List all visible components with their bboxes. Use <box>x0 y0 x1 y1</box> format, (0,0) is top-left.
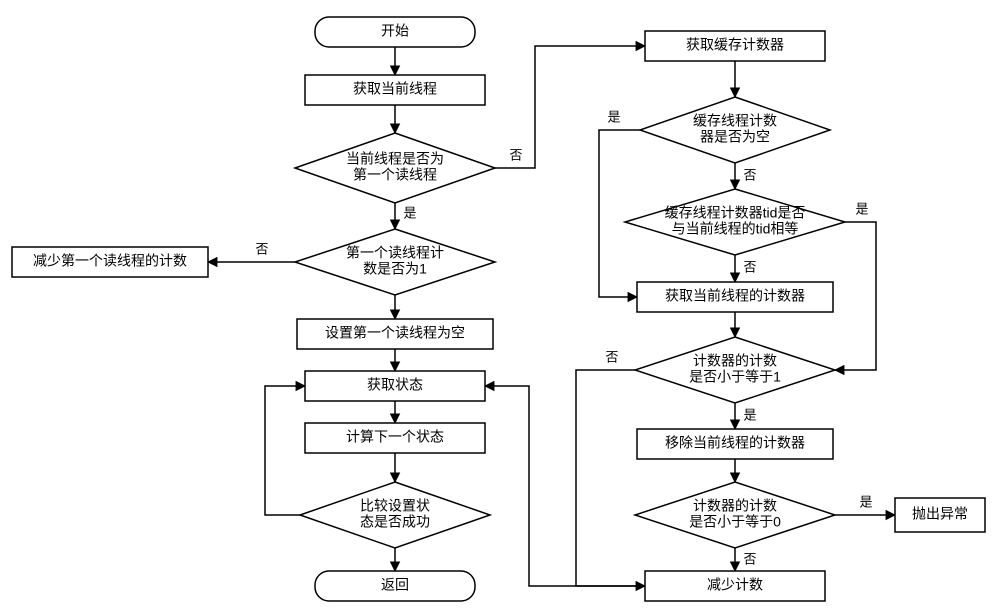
edge-label: 是 <box>855 201 868 216</box>
flow-edge <box>835 222 876 370</box>
flow-node-label: 计数器的计数 <box>693 353 777 369</box>
edge-label: 是 <box>743 407 756 422</box>
edge-label: 否 <box>509 147 522 162</box>
flow-edge <box>485 386 645 586</box>
flow-node-label: 计算下一个状态 <box>346 429 444 445</box>
flow-node-label: 减少计数 <box>707 577 763 593</box>
flow-node-label: 第一个读线程计 <box>346 245 444 261</box>
flow-edge <box>599 130 640 297</box>
flow-edge <box>576 370 645 586</box>
edge-label: 否 <box>743 167 756 182</box>
flowchart-container: 是否否否是否是是否是否开始获取当前线程当前线程是否为第一个读线程第一个读线程计数… <box>0 0 1000 616</box>
flow-node-label: 比较设置状 <box>360 498 430 514</box>
edge-label: 是 <box>859 494 872 509</box>
flow-node-label: 数是否为1 <box>363 261 427 277</box>
flow-node-label: 器是否为空 <box>700 129 770 145</box>
flow-edge <box>265 386 305 515</box>
flow-node-label: 当前线程是否为 <box>346 151 444 167</box>
edge-label: 是 <box>607 109 620 124</box>
flow-node-label: 与当前线程的tid相等 <box>672 221 799 237</box>
edge-label: 否 <box>743 551 756 566</box>
flow-node-label: 缓存线程计数 <box>693 113 777 129</box>
flow-node-label: 移除当前线程的计数器 <box>665 435 805 451</box>
flow-node-label: 计数器的计数 <box>693 498 777 514</box>
flow-node-label: 获取缓存计数器 <box>686 37 784 53</box>
edge-label: 否 <box>605 349 618 364</box>
flow-node-label: 是否小于等于0 <box>689 514 781 530</box>
flow-node-label: 开始 <box>381 23 409 39</box>
edge-label: 否 <box>255 241 268 256</box>
flow-node-label: 获取状态 <box>367 377 423 393</box>
flow-node-label: 是否小于等于1 <box>689 369 781 385</box>
edge-label: 是 <box>403 205 416 220</box>
flow-node-label: 第一个读线程 <box>353 167 437 183</box>
flow-node-label: 减少第一个读线程的计数 <box>33 253 187 269</box>
flow-node-label: 获取当前线程的计数器 <box>665 288 805 304</box>
flow-node-label: 获取当前线程 <box>353 81 437 97</box>
flow-node-label: 设置第一个读线程为空 <box>325 325 465 341</box>
flow-node-label: 返回 <box>381 577 409 593</box>
flow-node-label: 缓存线程计数器tid是否 <box>665 205 806 221</box>
flow-node-label: 抛出异常 <box>912 506 968 522</box>
flow-node-label: 态是否成功 <box>360 514 430 530</box>
edge-label: 否 <box>743 259 756 274</box>
